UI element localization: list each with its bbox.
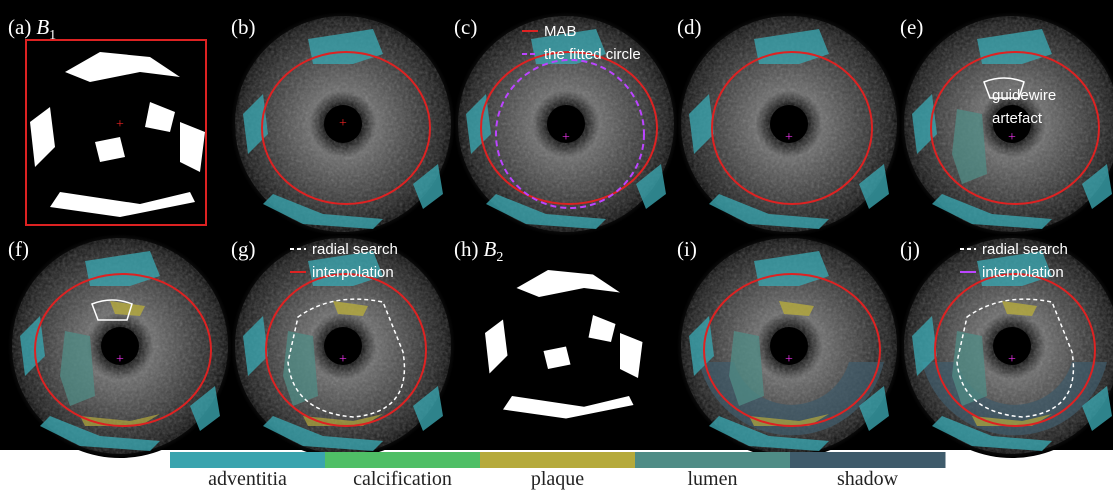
panel-letter: (h) bbox=[454, 237, 479, 261]
panel: + (i) bbox=[677, 234, 901, 458]
center-marker: + bbox=[1008, 352, 1016, 367]
panel-label: (e) bbox=[900, 15, 923, 39]
panel: + (f) bbox=[8, 234, 232, 458]
panel-label: (d) bbox=[677, 15, 702, 39]
figure: +(a)B1+(b)+(c)+(d)+(e)+(f)+(g)(h)B2+(i)+… bbox=[0, 0, 1113, 490]
center-marker: + bbox=[1008, 130, 1016, 145]
annotation-text: radial search bbox=[312, 241, 398, 258]
panel-letter: (b) bbox=[231, 15, 256, 39]
panel-label: (i) bbox=[677, 237, 697, 261]
annotation-text: artefact bbox=[992, 110, 1043, 127]
panel-symbol: B bbox=[36, 15, 49, 39]
center-marker: + bbox=[339, 116, 347, 131]
center-marker: + bbox=[339, 352, 347, 367]
panel: + (d) bbox=[677, 12, 901, 236]
center-marker: + bbox=[785, 352, 793, 367]
legend-label: lumen bbox=[688, 468, 738, 490]
center-marker: + bbox=[562, 130, 570, 145]
panel-letter: (e) bbox=[900, 15, 923, 39]
legend-label: shadow bbox=[837, 468, 899, 490]
legend-swatch bbox=[480, 452, 636, 468]
legend-label: adventitia bbox=[208, 468, 287, 490]
center-marker: + bbox=[116, 117, 124, 132]
legend: adventitia calcification plaque lumen shadow bbox=[170, 452, 946, 490]
panel-label: (j) bbox=[900, 237, 920, 261]
panel: + (b) bbox=[231, 12, 455, 236]
annotation-text: interpolation bbox=[312, 264, 394, 281]
panel-symbol: B bbox=[484, 237, 497, 261]
panel-label: (g) bbox=[231, 237, 256, 261]
panel-letter: (f) bbox=[8, 237, 29, 261]
panel-label: (f) bbox=[8, 237, 29, 261]
annotation-text: interpolation bbox=[982, 264, 1064, 281]
panel-label: (b) bbox=[231, 15, 256, 39]
legend-label: calcification bbox=[353, 468, 452, 490]
panel-subscript: 2 bbox=[496, 250, 503, 265]
legend-swatch bbox=[170, 452, 326, 468]
annotation-text: MAB bbox=[544, 23, 577, 40]
center-marker: + bbox=[116, 352, 124, 367]
center-marker: + bbox=[785, 130, 793, 145]
annotation-text: radial search bbox=[982, 241, 1068, 258]
legend-label: plaque bbox=[531, 468, 584, 490]
annotation-text: the fitted circle bbox=[544, 46, 641, 63]
panel-letter: (a) bbox=[8, 15, 31, 39]
annotation-text: guidewire bbox=[992, 87, 1056, 104]
panel-letter: (j) bbox=[900, 237, 920, 261]
panel-label: (c) bbox=[454, 15, 477, 39]
panel-letter: (c) bbox=[454, 15, 477, 39]
panel-letter: (i) bbox=[677, 237, 697, 261]
panel-letter: (d) bbox=[677, 15, 702, 39]
panel-letter: (g) bbox=[231, 237, 256, 261]
panel-subscript: 1 bbox=[49, 28, 56, 43]
legend-swatch bbox=[635, 452, 791, 468]
legend-swatch bbox=[790, 452, 946, 468]
legend-swatch bbox=[325, 452, 481, 468]
